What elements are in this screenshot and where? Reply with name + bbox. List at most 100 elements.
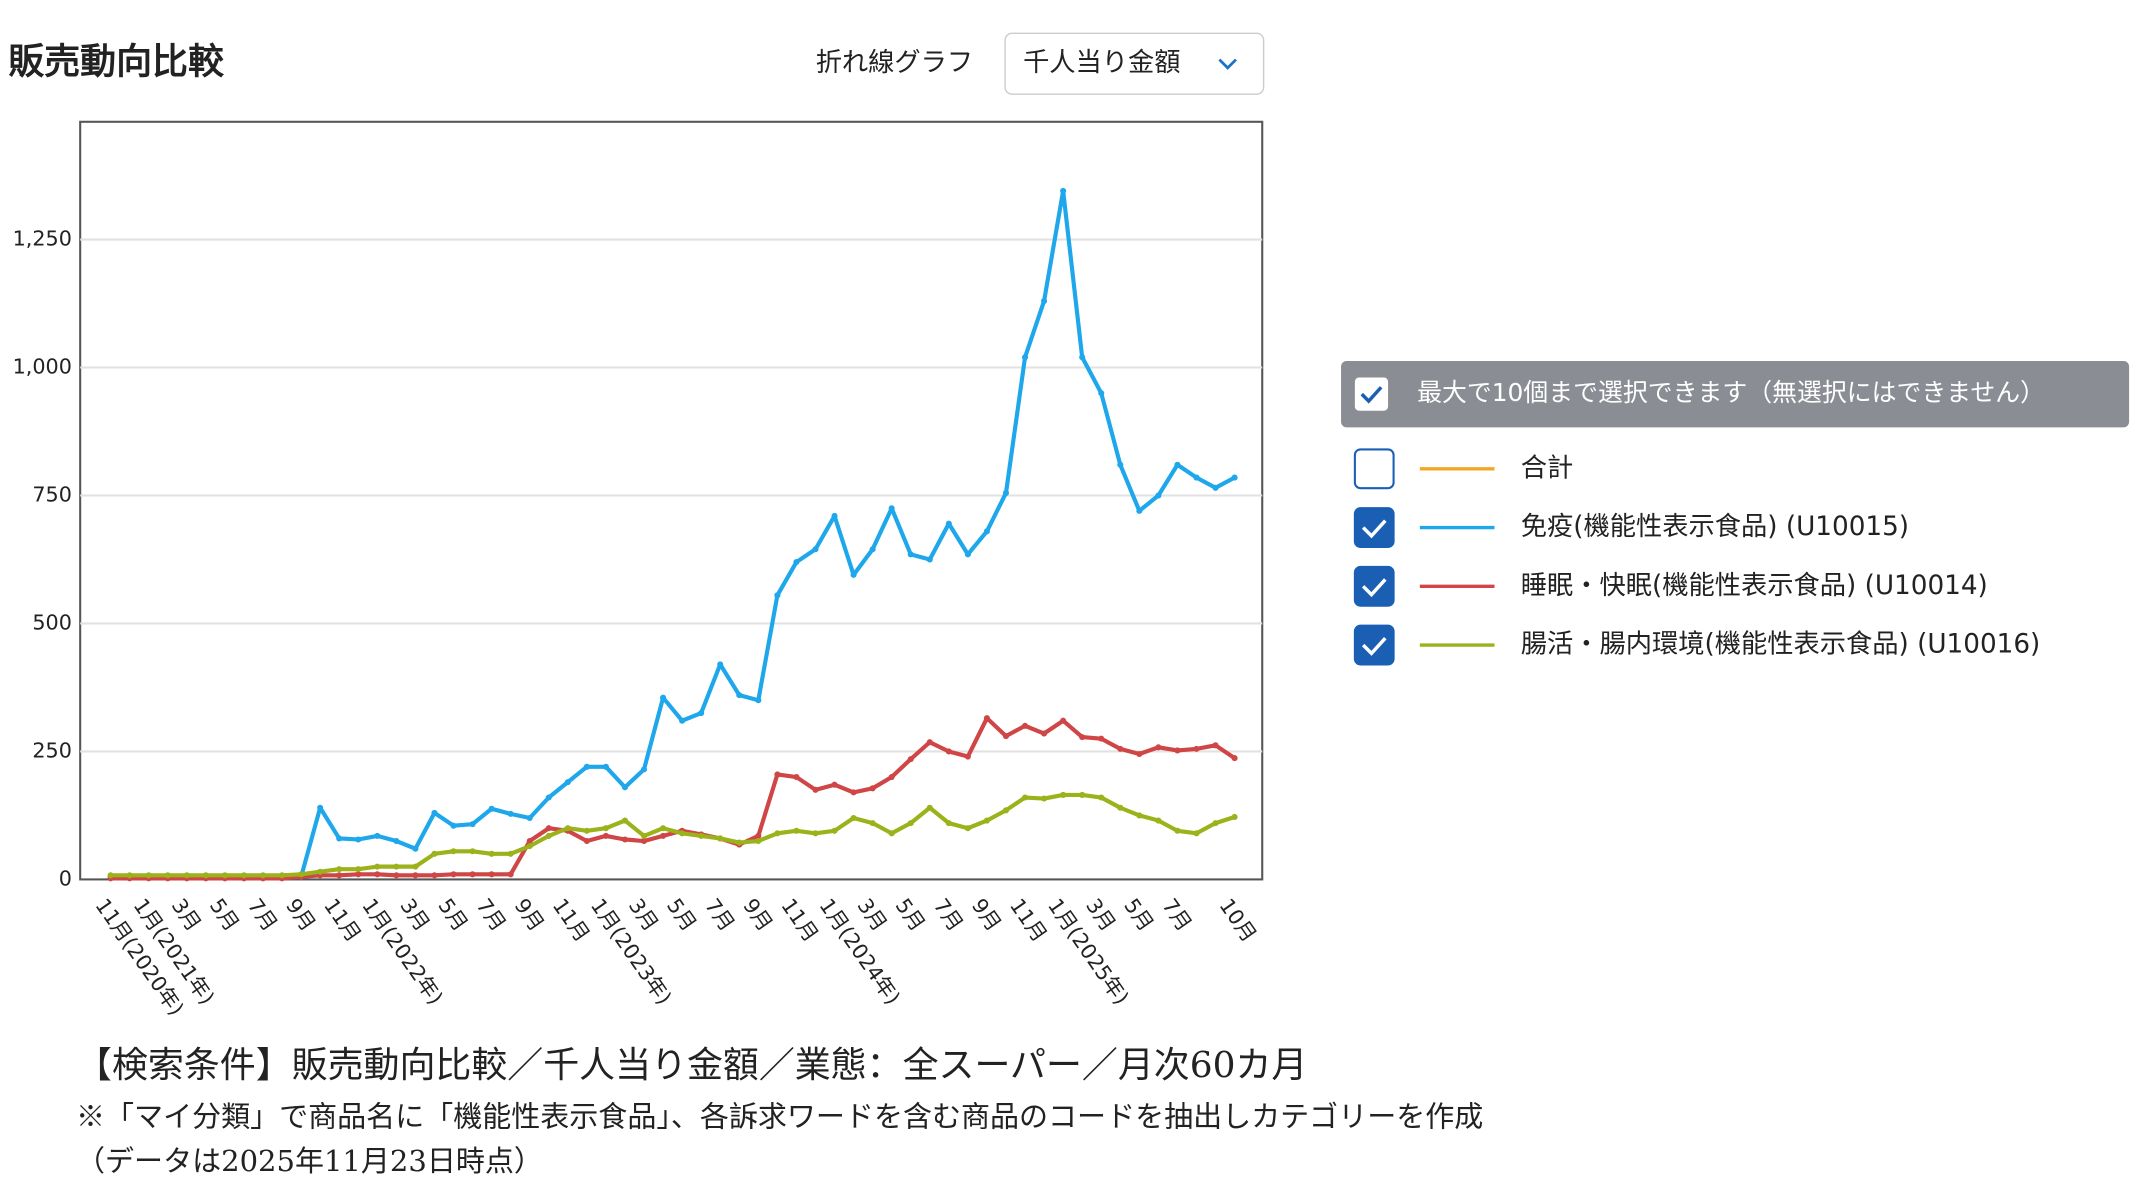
data-point (298, 871, 305, 878)
data-point (831, 827, 838, 834)
data-point (602, 763, 609, 770)
data-point (926, 739, 933, 746)
data-point (850, 571, 857, 578)
legend-checkbox[interactable] (1353, 448, 1395, 490)
data-point (545, 794, 552, 801)
data-point (1117, 745, 1124, 752)
data-point (660, 832, 667, 839)
data-point (1212, 742, 1219, 749)
check-icon (1361, 637, 1387, 656)
data-point (679, 717, 686, 724)
x-tick-label: 5月 (662, 894, 701, 936)
legend-checkbox[interactable] (1353, 507, 1395, 548)
data-point (660, 825, 667, 832)
legend-checkbox[interactable] (1353, 565, 1395, 607)
x-tick-label: 9月 (738, 894, 777, 936)
data-point (564, 825, 571, 832)
data-point (469, 821, 476, 828)
legend-label: 睡眠・快眠(機能性表示食品) (U10014) (1521, 571, 1988, 601)
data-point (698, 710, 705, 717)
data-point (1212, 484, 1219, 491)
data-point (869, 820, 876, 827)
data-point (336, 835, 343, 842)
data-point (831, 512, 838, 520)
data-point (812, 546, 819, 553)
data-point (164, 872, 171, 879)
data-point (202, 872, 209, 879)
metric-dropdown[interactable]: 千人当り金額 (1004, 32, 1265, 95)
data-point (1041, 795, 1048, 802)
data-point (698, 832, 705, 839)
data-point (621, 784, 629, 791)
y-tick-label: 500 (32, 610, 72, 634)
data-point (355, 836, 362, 843)
data-point (545, 825, 552, 832)
dropdown-arrow[interactable] (1218, 58, 1237, 70)
data-point (1060, 791, 1067, 798)
data-point (526, 814, 533, 822)
data-point (831, 781, 838, 788)
data-point (812, 830, 819, 837)
data-point (1136, 750, 1143, 758)
data-point (736, 839, 743, 846)
data-point (336, 872, 343, 879)
data-point (336, 866, 343, 873)
data-point (1021, 722, 1029, 729)
data-point (431, 809, 438, 816)
data-point (907, 820, 914, 827)
data-point (1079, 791, 1086, 798)
data-point (507, 871, 514, 878)
x-tick-label: 7月 (243, 894, 282, 936)
data-point (926, 804, 933, 811)
data-point (812, 786, 819, 793)
data-point (774, 771, 781, 778)
data-point (1155, 744, 1162, 751)
data-point (660, 694, 667, 701)
data-point (1021, 794, 1029, 801)
data-point (964, 825, 971, 832)
data-point (488, 850, 495, 857)
dropdown-value[interactable]: 千人当り金額 (1023, 48, 1180, 78)
data-point (679, 830, 686, 837)
plot-area (79, 120, 1264, 881)
data-point (755, 697, 762, 704)
footer-date: （データは2025年11月23日時点） (76, 1144, 543, 1178)
data-point (279, 872, 286, 879)
y-tick-label: 1,000 (13, 355, 72, 379)
data-point (1174, 747, 1181, 754)
data-point (907, 756, 914, 763)
data-point (450, 848, 457, 855)
data-point (1079, 734, 1086, 741)
data-point (1174, 827, 1181, 834)
data-point (1174, 461, 1181, 468)
data-point (1098, 735, 1105, 742)
data-point (1098, 390, 1105, 397)
dropdown-box[interactable] (1004, 32, 1265, 95)
data-point (869, 546, 876, 553)
data-point (1060, 717, 1067, 724)
data-point (1231, 474, 1238, 481)
data-point (450, 871, 457, 878)
data-point (774, 830, 781, 837)
data-point (640, 837, 648, 845)
x-tick-label: 7月 (472, 894, 511, 936)
data-point (1060, 187, 1067, 194)
data-point (355, 866, 362, 873)
legend-checkbox[interactable] (1353, 624, 1395, 666)
x-tick-label: 5月 (891, 894, 930, 936)
data-point (774, 592, 781, 599)
data-point (145, 872, 152, 879)
data-point (412, 845, 419, 852)
legend-note-checkbox[interactable] (1354, 377, 1389, 411)
y-tick-label: 0 (59, 866, 72, 890)
data-point (945, 820, 952, 827)
series-line (110, 792, 1236, 878)
page-title: 販売動向比較 (8, 42, 225, 83)
data-point (888, 505, 895, 512)
x-tick-label: 5月 (205, 894, 244, 936)
data-point (259, 872, 267, 879)
data-point (431, 850, 438, 857)
data-point (1098, 794, 1105, 801)
data-point (926, 556, 933, 563)
y-tick-label: 1,250 (13, 227, 72, 251)
